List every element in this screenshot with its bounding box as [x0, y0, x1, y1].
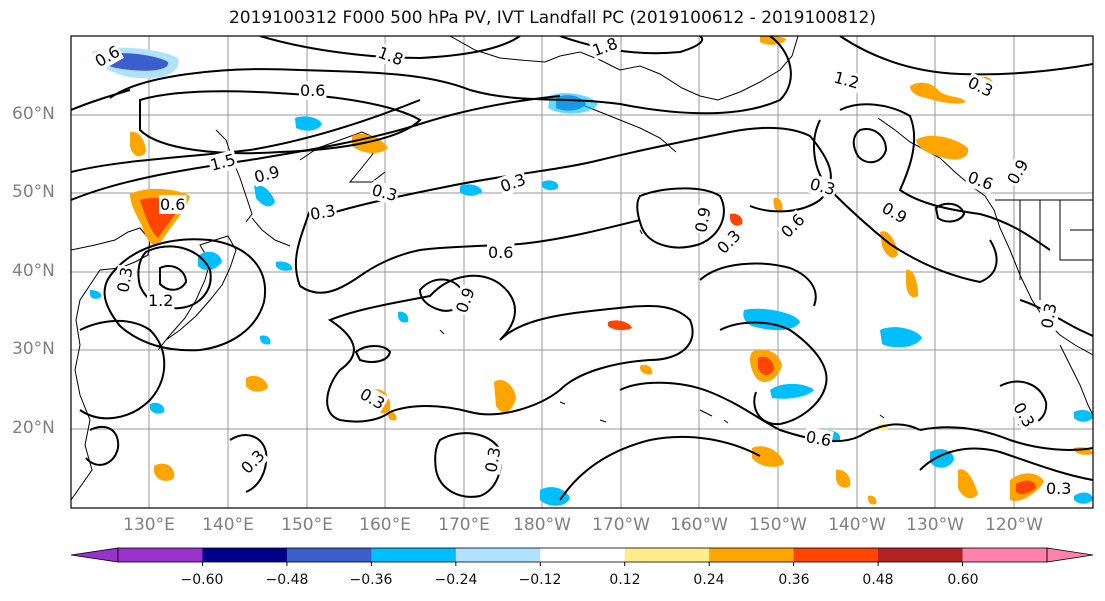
- colorbar-segment: [709, 548, 795, 562]
- colorbar-segment: [540, 548, 626, 562]
- lon-label-150e: 150°E: [281, 515, 333, 535]
- contour-label: 0.6: [804, 427, 832, 450]
- contour-label-bg: [496, 169, 530, 197]
- pv-contours: [71, 36, 1093, 501]
- chart-title: 2019100312 F000 500 hPa PV, IVT Landfall…: [228, 8, 876, 28]
- negative-anomaly-patches: [90, 47, 1093, 506]
- colorbar-tick-label: 0.48: [862, 572, 894, 588]
- contour-label-bg: [299, 81, 327, 100]
- colorbar-segment: [118, 548, 203, 562]
- lon-label-130w: 130°W: [906, 515, 964, 535]
- lon-label-140e: 140°E: [202, 515, 254, 535]
- contour-label: 1.2: [148, 291, 173, 310]
- contour-label-bg: [451, 284, 479, 317]
- lat-label-60n: 60°N: [12, 104, 55, 124]
- colorbar-segment: [371, 548, 457, 562]
- contour-label: 0.9: [691, 206, 714, 234]
- contour-label-bg: [877, 197, 912, 228]
- lon-label-160e: 160°E: [359, 515, 411, 535]
- lon-label-180w: 180°W: [513, 515, 571, 535]
- contour-label-bg: [964, 167, 997, 195]
- lon-label-170e: 170°E: [438, 515, 490, 535]
- colorbar-segment: [286, 548, 372, 562]
- colorbar-tick-label: −0.36: [349, 572, 393, 588]
- lat-label-20n: 20°N: [12, 418, 55, 438]
- colorbar-segment: [202, 548, 288, 562]
- colorbar-tick-label: −0.24: [434, 572, 478, 588]
- colorbar-segment: [878, 548, 964, 562]
- colorbar-tick-label: 0.60: [947, 572, 979, 588]
- contour-label: 0.3: [309, 201, 337, 224]
- contour-label-bg: [374, 42, 407, 70]
- contour-label-bg: [1045, 479, 1073, 498]
- contour-label-bg: [691, 204, 715, 235]
- colorbar-under-extension: [70, 547, 119, 563]
- lat-label-50n: 50°N: [12, 182, 55, 202]
- contour-label: 0.3: [113, 266, 136, 294]
- contour-label: 0.6: [300, 81, 325, 100]
- contour-label-bg: [307, 200, 338, 225]
- lat-label-30n: 30°N: [12, 339, 55, 359]
- contour-label-bg: [776, 209, 810, 243]
- contour-label-bg: [236, 445, 270, 479]
- colorbar-tick-label: 0.36: [778, 572, 810, 588]
- contour-label-bg: [159, 195, 187, 214]
- contour-label-bg: [147, 291, 175, 310]
- lon-label-160w: 160°W: [670, 515, 728, 535]
- lon-label-170w: 170°W: [592, 515, 650, 535]
- contour-label-bg: [487, 243, 515, 262]
- colorbar-tick-label: −0.60: [180, 572, 224, 588]
- colorbar-tick-label: −0.12: [518, 572, 562, 588]
- lon-label-120w: 120°W: [985, 515, 1043, 535]
- contour-label-bg: [712, 225, 746, 259]
- contour-label: 0.6: [488, 243, 513, 262]
- colorbar-segment: [962, 548, 1048, 562]
- map-frame: [70, 35, 1094, 509]
- contour-label: 0.3: [481, 446, 504, 474]
- contour-label-bg: [1008, 398, 1040, 432]
- lon-label-150w: 150°W: [749, 515, 807, 535]
- colorbar-frame: [117, 547, 1048, 563]
- colorbar-tick-label: 0.24: [693, 572, 725, 588]
- contour-label-bg: [1037, 300, 1061, 331]
- contour-label-bg: [806, 173, 839, 200]
- lon-label-130e: 130°E: [123, 515, 175, 535]
- colorbar-tick-label: −0.48: [265, 572, 309, 588]
- lat-label-40n: 40°N: [12, 261, 55, 281]
- contour-label-bg: [251, 161, 283, 188]
- contour-label-bg: [963, 72, 997, 102]
- contour-label: 0.3: [1046, 479, 1071, 498]
- colorbar-segment: [793, 548, 879, 562]
- contour-label-bg: [803, 426, 834, 451]
- contour-label-bg: [90, 41, 124, 72]
- colorbar-over-extension: [1046, 547, 1094, 563]
- lon-label-140w: 140°W: [828, 515, 886, 535]
- contour-label-bg: [588, 36, 622, 61]
- positive-anomaly-patches: [130, 36, 1093, 505]
- colorbar-tick-label: 0.12: [609, 572, 641, 588]
- contour-label: 0.6: [160, 195, 185, 214]
- colorbar-segment: [455, 548, 541, 562]
- contour-label-bg: [355, 383, 390, 414]
- contour-label-bg: [207, 149, 239, 176]
- contour-label: 0.3: [1037, 302, 1060, 330]
- contour-label-bg: [1002, 155, 1033, 189]
- contour-label-bg: [113, 264, 137, 295]
- contour-label-bg: [368, 179, 401, 206]
- contour-label-bg: [830, 67, 863, 93]
- colorbar: [70, 547, 1094, 566]
- colorbar-segment: [624, 548, 710, 562]
- contour-label-bg: [481, 444, 505, 475]
